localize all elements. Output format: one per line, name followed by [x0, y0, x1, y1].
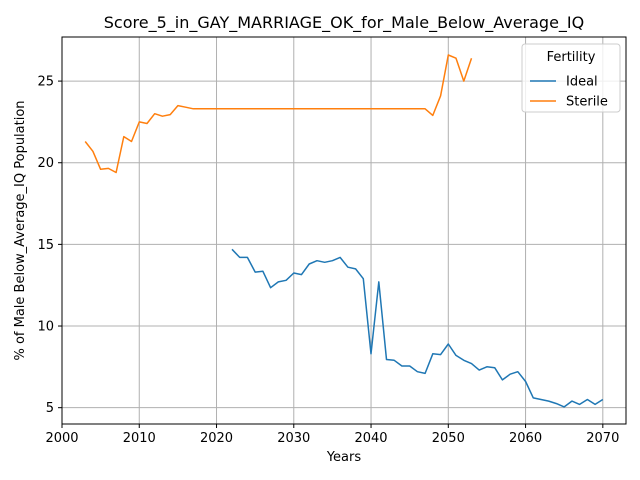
legend-label-sterile: Sterile [566, 95, 608, 110]
x-tick-label: 2060 [509, 431, 542, 446]
series-line-ideal [231, 248, 604, 408]
plot-frame [61, 36, 627, 425]
legend: Fertility Ideal Sterile [521, 43, 621, 113]
x-tick-label: 2050 [432, 431, 465, 446]
x-axis-label: Years [326, 450, 362, 465]
x-axis-ticks: 2000 2010 2020 2030 2040 2050 2060 2070 [45, 424, 619, 446]
y-tick-label: 5 [46, 401, 54, 416]
y-tick-label: 10 [37, 320, 54, 335]
y-tick-label: 20 [37, 156, 54, 171]
x-tick-label: 2030 [277, 431, 310, 446]
legend-label-ideal: Ideal [566, 75, 598, 90]
legend-box [521, 43, 621, 113]
x-tick-label: 2000 [45, 431, 78, 446]
x-tick-label: 2010 [123, 431, 156, 446]
legend-title: Fertility [547, 50, 596, 65]
x-tick-label: 2070 [586, 431, 619, 446]
y-axis-label: % of Male Below_Average_IQ Population [13, 100, 28, 360]
series-lines [84, 54, 604, 408]
y-tick-label: 25 [37, 75, 54, 90]
x-tick-label: 2020 [200, 431, 233, 446]
chart-title: Score_5_in_GAY_MARRIAGE_OK_for_Male_Belo… [104, 13, 584, 33]
y-tick-label: 15 [37, 238, 54, 253]
legend-entries: Ideal Sterile [530, 75, 608, 110]
series-line-sterile [84, 54, 473, 174]
y-axis-ticks: 5 10 15 20 25 [37, 75, 62, 416]
x-tick-label: 2040 [354, 431, 387, 446]
